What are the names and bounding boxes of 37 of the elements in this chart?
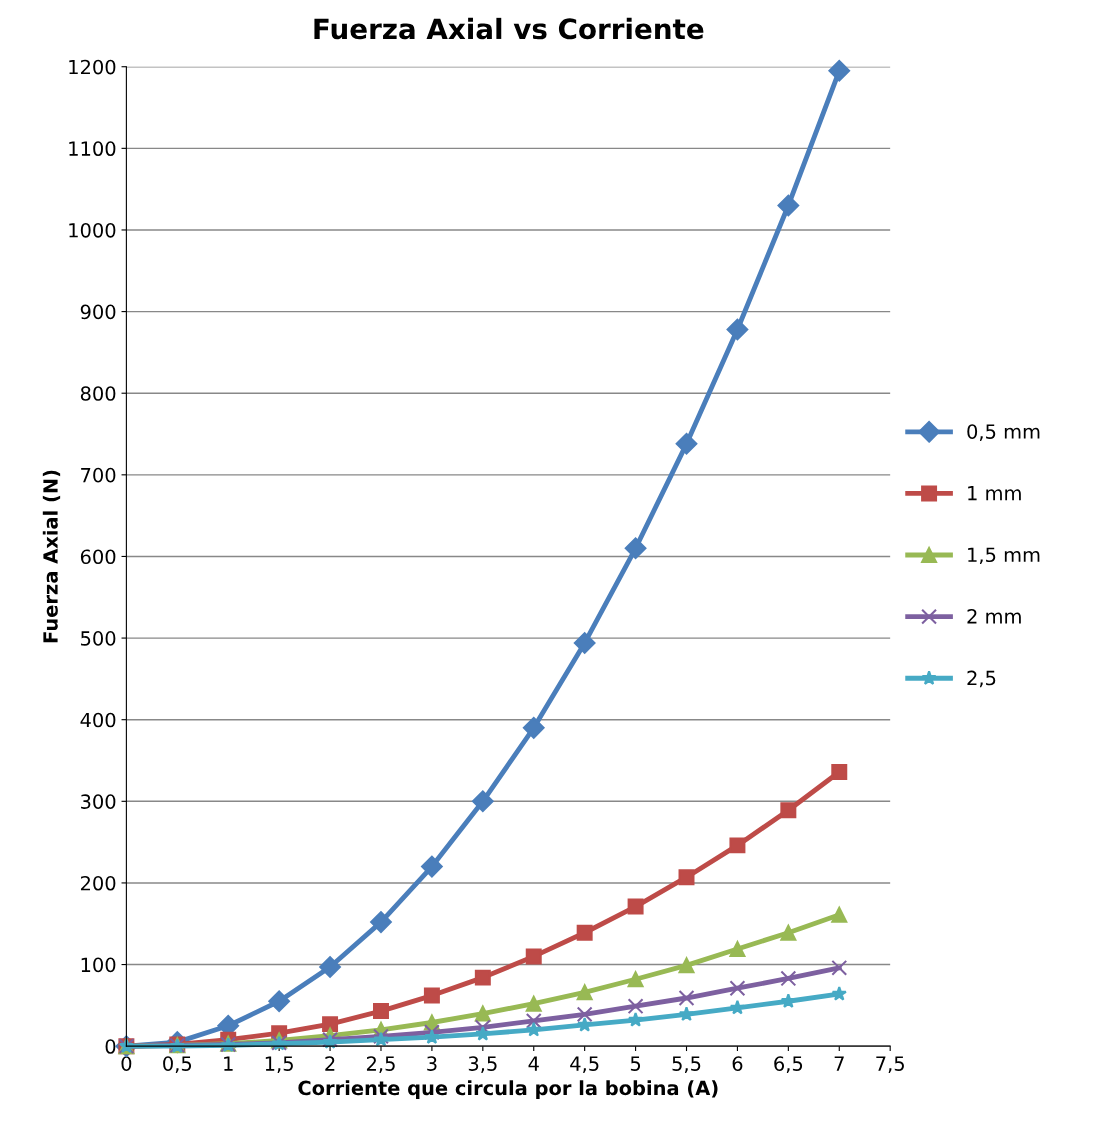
- legend-label: 1 mm: [968, 486, 1021, 501]
- x-tick-label: 4,5: [570, 1056, 599, 1073]
- legend-label: 2 mm: [967, 608, 1021, 624]
- y-tick-label: 100: [81, 957, 116, 973]
- y-axis-title: Fuerza Axial (N): [42, 470, 61, 643]
- y-tick-label: 500: [81, 631, 116, 646]
- x-tick-label: 6,5: [774, 1056, 803, 1073]
- legend-label: 0,5 mm: [967, 424, 1040, 441]
- x-tick-label: 3: [427, 1056, 437, 1071]
- y-tick-label: 1100: [69, 141, 116, 157]
- y-tick-label: 1000: [69, 222, 116, 238]
- x-tick-label: 7: [834, 1056, 844, 1071]
- x-tick-label: 0,5: [163, 1056, 192, 1073]
- legend-label: 1,5 mm: [968, 547, 1040, 565]
- y-tick-label: 400: [80, 712, 116, 728]
- x-axis-title: Corriente que circula por la bobina (A): [298, 1080, 718, 1100]
- y-tick-label: 200: [80, 875, 116, 891]
- y-tick-label: 700: [81, 467, 116, 483]
- x-tick-label: 1: [224, 1056, 233, 1071]
- y-tick-label: 800: [80, 386, 116, 401]
- y-tick-label: 0: [105, 1039, 116, 1054]
- x-tick-label: 0: [121, 1056, 132, 1071]
- x-tick-label: 5: [630, 1056, 641, 1071]
- x-tick-label: 2: [325, 1056, 335, 1071]
- x-tick-label: 1,5: [265, 1056, 293, 1073]
- legend-label: 2,5: [967, 670, 996, 688]
- x-tick-label: 4: [528, 1056, 539, 1071]
- chart-title: Fuerza Axial vs Corriente: [314, 17, 704, 40]
- x-tick-label: 7,5: [876, 1056, 904, 1073]
- y-tick-label: 1200: [69, 59, 116, 75]
- x-tick-label: 2,5: [366, 1056, 395, 1073]
- x-tick-label: 5,5: [672, 1056, 701, 1073]
- y-tick-label: 300: [81, 794, 116, 809]
- x-tick-label: 3,5: [468, 1056, 497, 1073]
- x-tick-label: 6: [732, 1056, 743, 1071]
- y-tick-label: 600: [80, 549, 116, 565]
- y-tick-label: 900: [80, 304, 116, 320]
